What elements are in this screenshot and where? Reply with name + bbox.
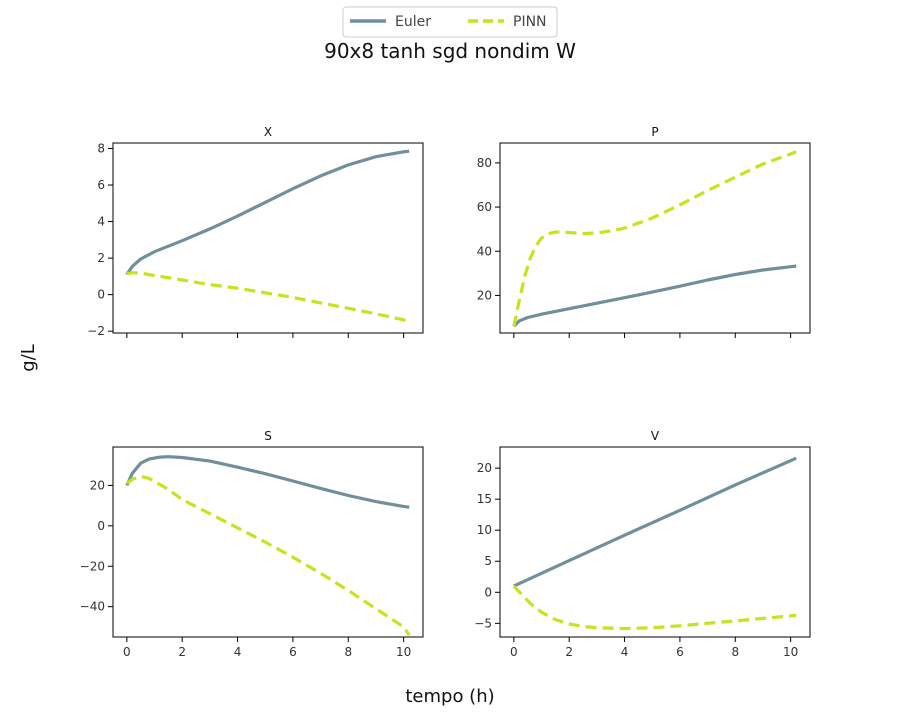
subplot-s: S 0 2 4 6 8 10 −40 −20 0 20: [80, 429, 424, 659]
legend-label-pinn: PINN: [513, 14, 547, 30]
legend-frame: [342, 6, 558, 38]
subplot-title: V: [651, 429, 660, 443]
series-line-pinn: [512, 150, 797, 327]
series-line-euler: [513, 456, 797, 588]
series-line-pinn: [125, 474, 411, 636]
x-tick-label: 6: [289, 645, 297, 659]
x-tick-label: 0: [510, 645, 518, 659]
y-tick-label: 40: [477, 244, 492, 258]
subplot-frame: [112, 446, 424, 638]
x-tick-label: 0: [123, 645, 131, 659]
y-tick-label: 20: [477, 288, 492, 302]
y-tick-label: 4: [97, 215, 105, 229]
series-line-euler: [125, 149, 410, 276]
x-tick-label: 10: [396, 645, 411, 659]
y-tick-label: 20: [90, 478, 105, 492]
series-line-euler: [125, 455, 410, 509]
subplot-frame: [112, 142, 424, 334]
y-tick-label: 5: [484, 554, 492, 568]
y-tick-label: 8: [97, 141, 105, 155]
subplot-frame: [499, 446, 811, 638]
subplot-title: P: [651, 125, 658, 139]
y-tick-label: 20: [477, 461, 492, 475]
x-tick-label: 6: [676, 645, 684, 659]
y-tick-label: −2: [87, 324, 105, 338]
subplot-frame: [499, 142, 811, 334]
x-tick-label: 4: [234, 645, 242, 659]
subplot-x: X −2 0 2 4 6 8: [87, 125, 424, 338]
y-tick-label: −20: [80, 559, 105, 573]
x-tick-label: 10: [783, 645, 798, 659]
x-tick-label: 2: [178, 645, 186, 659]
y-tick-label: 60: [477, 200, 492, 214]
x-tick-label: 8: [344, 645, 352, 659]
subplot-title: X: [264, 125, 272, 139]
x-tick-label: 2: [565, 645, 573, 659]
series-line-euler: [512, 264, 797, 328]
legend-label-euler: Euler: [395, 14, 431, 30]
figure-title: 90x8 tanh sgd nondim W: [324, 39, 576, 63]
series-line-pinn: [126, 271, 410, 325]
subplot-p: P 20 40 60 80: [477, 125, 811, 338]
subplot-title: S: [264, 429, 272, 443]
x-tick-label: 8: [731, 645, 739, 659]
y-tick-label: −40: [80, 600, 105, 614]
series-line-pinn: [512, 584, 797, 631]
figure-xlabel: tempo (h): [405, 686, 494, 707]
x-tick-label: 4: [621, 645, 629, 659]
figure-ylabel: g/L: [18, 344, 39, 372]
y-tick-label: 80: [477, 156, 492, 170]
y-tick-label: −5: [474, 616, 492, 630]
y-tick-label: 6: [97, 178, 105, 192]
legend: Euler PINN: [342, 6, 558, 38]
y-tick-label: 2: [97, 251, 105, 265]
y-tick-label: 0: [97, 288, 105, 302]
y-tick-label: 0: [97, 519, 105, 533]
subplot-v: V 0 2 4 6 8 10 −5 0 5 10 15 20: [474, 429, 811, 659]
y-tick-label: 10: [477, 523, 492, 537]
y-tick-label: 15: [477, 492, 492, 506]
y-tick-label: 0: [484, 585, 492, 599]
